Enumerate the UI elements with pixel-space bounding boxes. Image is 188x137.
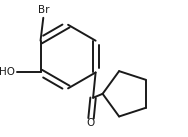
Text: Br: Br — [38, 5, 50, 15]
Text: O: O — [86, 118, 95, 128]
Text: HO: HO — [0, 68, 15, 78]
